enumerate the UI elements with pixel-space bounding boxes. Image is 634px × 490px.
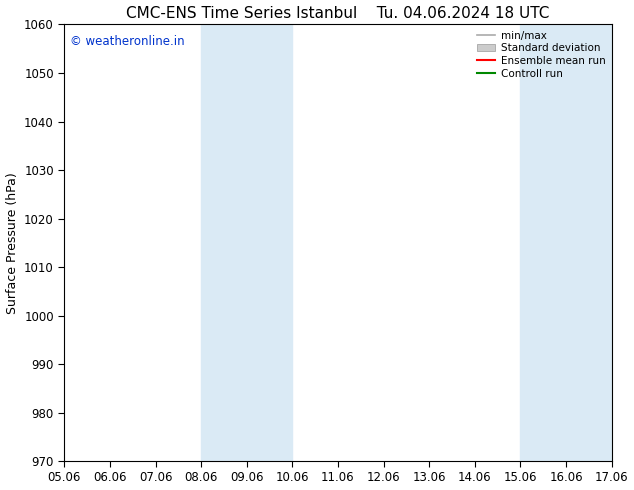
Title: CMC-ENS Time Series Istanbul    Tu. 04.06.2024 18 UTC: CMC-ENS Time Series Istanbul Tu. 04.06.2… <box>126 5 550 21</box>
Bar <box>201 24 292 461</box>
Legend: min/max, Standard deviation, Ensemble mean run, Controll run: min/max, Standard deviation, Ensemble me… <box>472 26 609 83</box>
Text: © weatheronline.in: © weatheronline.in <box>70 35 184 49</box>
Bar <box>521 24 612 461</box>
Y-axis label: Surface Pressure (hPa): Surface Pressure (hPa) <box>6 172 18 314</box>
